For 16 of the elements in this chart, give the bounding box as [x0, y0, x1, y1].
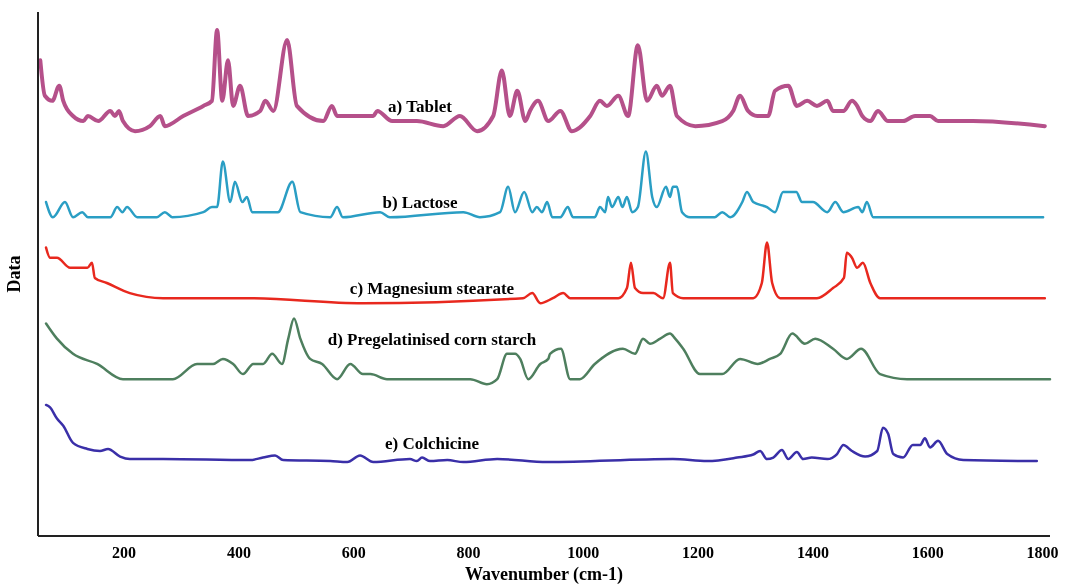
x-tick-label: 1600 [911, 544, 944, 561]
x-tick-label: 1000 [567, 544, 600, 561]
x-tick-label: 600 [341, 544, 366, 561]
x-axis-title: Wavenumber (cm-1) [464, 564, 624, 585]
x-tick-label: 1800 [1026, 544, 1059, 561]
series-label: a) Tablet [388, 97, 453, 117]
series-label: e) Colchicine [385, 433, 480, 453]
x-tick-label: 1400 [796, 544, 829, 561]
x-tick-label: 1200 [682, 544, 715, 561]
series-label: c) Magnesium stearate [349, 279, 515, 299]
series-label: b) Lactose [382, 193, 458, 213]
x-tick-label: 800 [456, 544, 481, 561]
x-tick-label: 400 [226, 544, 251, 561]
y-axis-title: Data [4, 255, 24, 293]
x-tick-label: 200 [112, 544, 137, 561]
series-label: d) Pregelatinised corn starch [327, 329, 537, 349]
